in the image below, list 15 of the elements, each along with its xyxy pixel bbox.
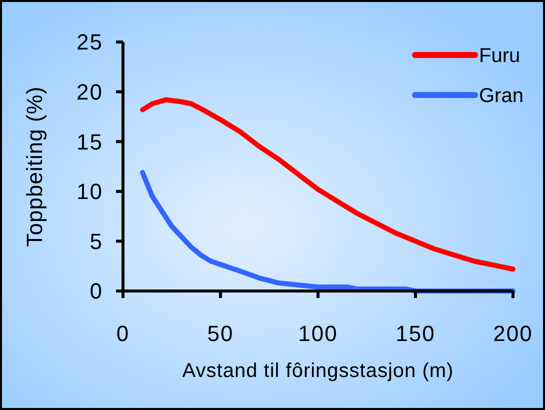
legend-label: Gran: [479, 85, 524, 107]
y-tick-label: 20: [76, 80, 103, 104]
x-tick-label: 200: [493, 321, 533, 346]
y-axis-title: Toppbeiting (%): [22, 86, 47, 247]
x-tick-label: 100: [298, 321, 338, 346]
y-tick-label: 15: [76, 129, 103, 154]
y-tick-label: 5: [90, 228, 103, 254]
x-tick-label: 50: [207, 321, 234, 346]
legend-label: Furu: [479, 45, 520, 67]
y-tick-label: 0: [90, 278, 103, 304]
x-tick-label: 150: [396, 321, 436, 346]
x-tick-label: 0: [116, 321, 130, 346]
y-tick-label: 10: [76, 179, 103, 204]
x-axis-title: Avstand til fôringsstasjon (m): [182, 360, 454, 382]
y-tick-label: 25: [76, 30, 103, 55]
